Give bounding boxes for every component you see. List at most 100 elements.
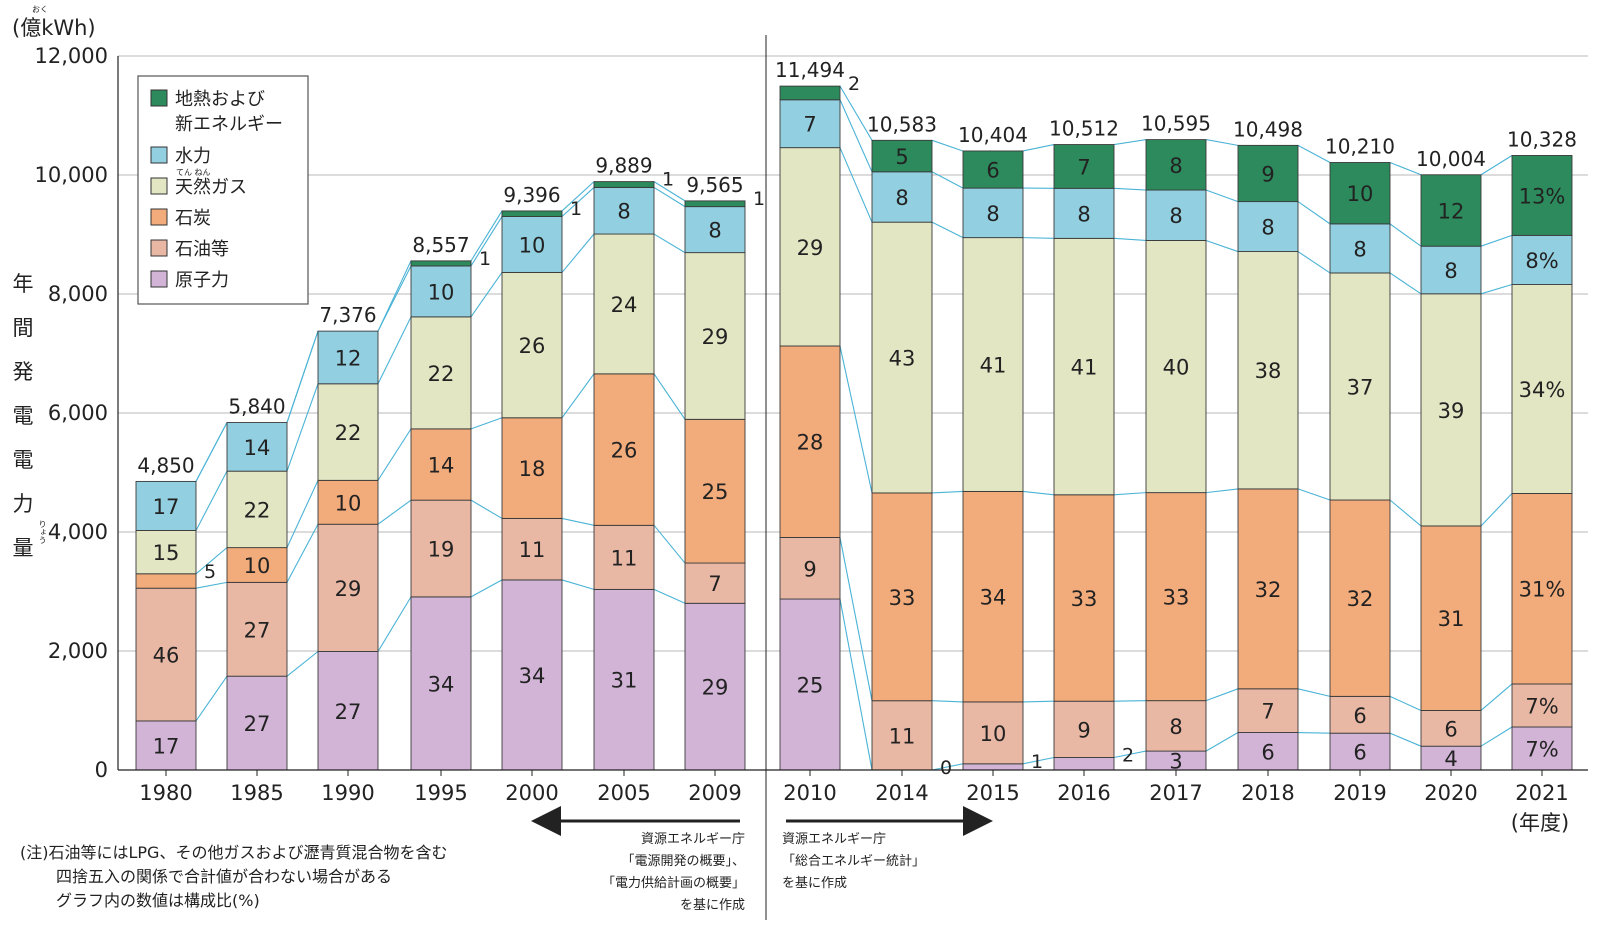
segment-label: 26 [519, 334, 546, 358]
connector-line [1480, 155, 1513, 176]
segment-label: 25 [702, 480, 729, 504]
bar-segment [1237, 732, 1299, 771]
connector-line [1205, 189, 1239, 203]
connector-line [470, 272, 503, 318]
connector-line [1205, 139, 1239, 146]
x-tick-label: 2016 [1057, 781, 1110, 805]
segment-label: 2 [848, 73, 860, 95]
total-label: 4,850 [137, 453, 194, 477]
connector-line [1480, 493, 1513, 527]
segment-label: 46 [153, 644, 180, 668]
segment-label: 40 [1163, 356, 1190, 380]
bar-segment [1420, 174, 1482, 247]
segment-label: 6 [1353, 704, 1366, 728]
bar-segment [226, 675, 288, 771]
connector-line [1113, 187, 1147, 191]
bar-segment [962, 237, 1024, 492]
y-tick-label: 10,000 [35, 163, 108, 187]
bar-segment [962, 187, 1024, 239]
legend-swatch [150, 146, 168, 164]
bar-segment [1511, 493, 1573, 685]
connector-line [561, 579, 595, 590]
bar-segment [593, 186, 655, 235]
legend-label: 地熱および [175, 89, 265, 110]
bar-segment [1329, 272, 1391, 501]
source-left-line: 「電源開発の概要」、 [621, 854, 745, 869]
segment-label: 34 [519, 664, 546, 688]
bar-segment [871, 139, 933, 173]
bar-segment [226, 422, 288, 472]
x-tick-label: 2010 [783, 781, 836, 805]
bar-segment [684, 200, 746, 208]
y-tick-label: 6,000 [48, 401, 108, 425]
bar-segment [1420, 525, 1482, 711]
y-unit-ruby: おく [32, 5, 48, 14]
segment-label: 15 [153, 541, 180, 565]
segment-connectors [195, 85, 1513, 771]
segment-label: 31% [1519, 578, 1566, 602]
segment-label: 1 [1031, 751, 1043, 773]
segment-label: 39 [1438, 399, 1465, 423]
connector-line [1205, 239, 1239, 253]
connector-line [653, 186, 686, 208]
connector-line [1480, 284, 1513, 295]
legend-label: 石油等 [175, 239, 229, 260]
connector-line [1297, 488, 1331, 501]
bar-segment [779, 147, 841, 347]
bar-segment [962, 490, 1024, 703]
connector-line [1389, 695, 1422, 711]
decorations [531, 35, 993, 920]
connector-line [195, 470, 228, 531]
connector-line [839, 598, 873, 771]
segment-label: 8 [895, 186, 908, 210]
segment-label: 7% [1525, 694, 1558, 718]
bar-segment [317, 479, 379, 525]
total-label: 7,376 [319, 303, 376, 327]
y-unit-label: (億kWh) [12, 16, 96, 40]
legend-label: 原子力 [175, 270, 229, 291]
connector-line [1113, 492, 1147, 496]
segment-label: 41 [1071, 356, 1098, 380]
legend-swatch [150, 270, 168, 288]
segment-label: 6 [1444, 717, 1457, 741]
note-2: 四捨五入の関係で合計値が合わない場合がある [56, 867, 393, 886]
segment-label: 1 [479, 248, 491, 270]
segment-label: 12 [1438, 199, 1465, 223]
connector-line [1480, 683, 1513, 711]
x-axis: 1980 1985 1990 1995 2000 2005 2009 2010 2014 2015… [118, 769, 1588, 835]
note-3: グラフ内の数値は構成比(%) [56, 891, 260, 910]
connector-line [1389, 272, 1422, 295]
total-label: 10,404 [958, 123, 1028, 147]
segment-label: 8 [1261, 216, 1274, 240]
total-label: 10,583 [867, 112, 937, 136]
bar-segment [684, 602, 746, 771]
bar-segment [1420, 293, 1482, 527]
segment-label: 8 [1169, 715, 1182, 739]
legend-swatch [150, 208, 168, 226]
connector-line [1022, 700, 1055, 703]
segment-label: 33 [1071, 587, 1098, 611]
bar-segment [135, 480, 197, 531]
total-label: 8,557 [412, 233, 469, 257]
segment-label: 8 [1444, 259, 1457, 283]
connector-line [1022, 756, 1055, 765]
segment-label: 31 [611, 669, 638, 693]
connector-line [286, 651, 319, 677]
bar-segment [317, 330, 379, 385]
connector-line [839, 537, 873, 701]
bar-segment [501, 216, 563, 273]
bar-segment [684, 206, 746, 254]
segment-label: 13% [1519, 184, 1566, 208]
x-tick-label: 1990 [321, 781, 374, 805]
connector-line [1297, 144, 1331, 163]
y-axis-title-char: 年 [12, 272, 34, 296]
bar-segment [779, 345, 841, 538]
bar-segment [501, 271, 563, 419]
bar-segment [1145, 492, 1207, 702]
source-left: 資源エネルギー庁 「電源開発の概要」、 「電力供給計画の概要」 を基に作成 [602, 829, 745, 917]
total-label: 9,565 [686, 173, 743, 197]
connector-line [1389, 499, 1422, 527]
x-tick-label: 2018 [1241, 781, 1294, 805]
bar-segment [1511, 155, 1573, 236]
segment-label: 1 [753, 188, 765, 210]
